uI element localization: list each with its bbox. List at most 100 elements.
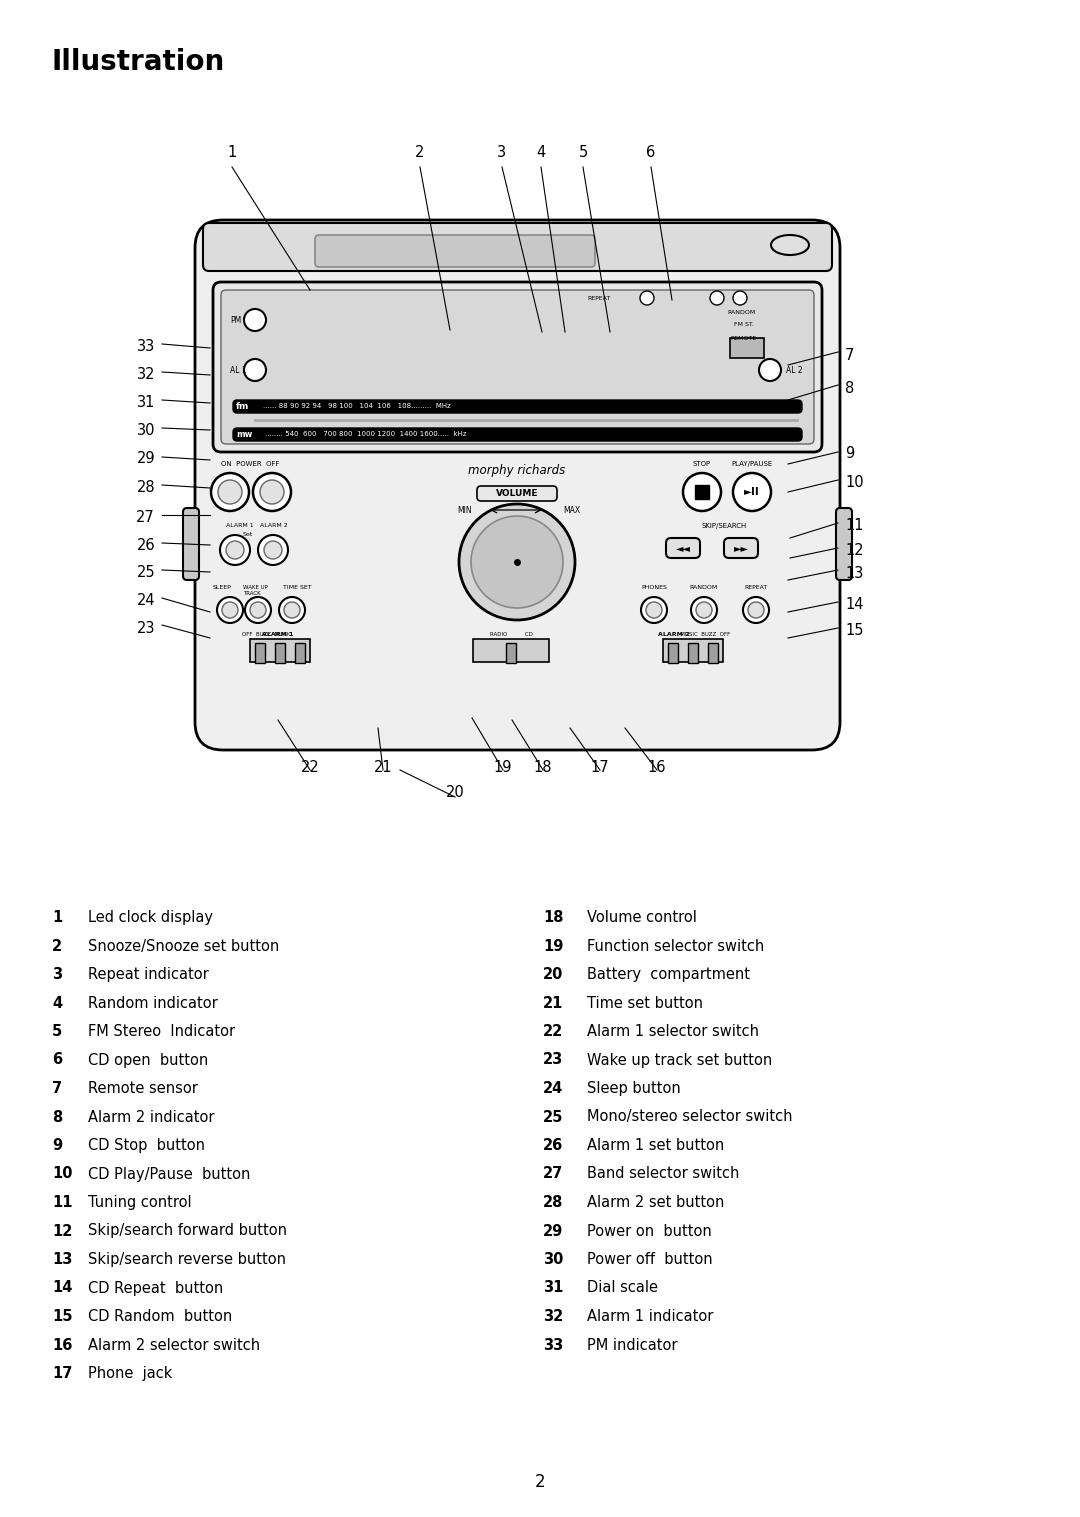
Text: mw: mw <box>237 429 253 438</box>
Circle shape <box>683 473 721 511</box>
Circle shape <box>646 602 662 617</box>
Text: REPEAT: REPEAT <box>588 296 610 300</box>
Text: 23: 23 <box>543 1053 564 1068</box>
Text: 19: 19 <box>543 939 564 954</box>
Text: ◄◄: ◄◄ <box>675 543 690 554</box>
Text: 28: 28 <box>136 479 156 495</box>
Circle shape <box>471 516 563 608</box>
Text: 8: 8 <box>845 381 854 396</box>
Text: 30: 30 <box>543 1252 564 1267</box>
Text: ALARM 1: ALARM 1 <box>262 633 294 637</box>
Bar <box>730 338 764 358</box>
Text: 33: 33 <box>543 1338 564 1353</box>
Text: Skip/search forward button: Skip/search forward button <box>87 1224 287 1238</box>
Text: ON  POWER  OFF: ON POWER OFF <box>220 461 280 467</box>
Text: OFF  BUZZ  MUSIC: OFF BUZZ MUSIC <box>242 633 292 637</box>
Text: 9: 9 <box>845 446 854 461</box>
Text: REPEAT: REPEAT <box>744 586 768 590</box>
Bar <box>708 643 718 663</box>
Bar <box>507 643 516 663</box>
Text: CD Stop  button: CD Stop button <box>87 1138 205 1153</box>
Text: Power on  button: Power on button <box>588 1224 712 1238</box>
Text: Alarm 2 indicator: Alarm 2 indicator <box>87 1109 215 1124</box>
Text: Set: Set <box>243 532 253 537</box>
Circle shape <box>733 291 747 305</box>
Text: Sleep button: Sleep button <box>588 1082 680 1095</box>
Text: 13: 13 <box>845 566 863 581</box>
Text: ALARM 1: ALARM 1 <box>226 523 254 528</box>
Text: ►►: ►► <box>733 543 748 554</box>
Text: 28: 28 <box>543 1195 564 1211</box>
Text: 21: 21 <box>374 760 392 775</box>
Text: 22: 22 <box>543 1024 564 1039</box>
Text: 24: 24 <box>136 593 156 607</box>
Text: Dial scale: Dial scale <box>588 1280 658 1296</box>
Text: PHONES: PHONES <box>642 586 667 590</box>
Text: Wake up track set button: Wake up track set button <box>588 1053 772 1068</box>
Text: 23: 23 <box>136 620 156 636</box>
FancyBboxPatch shape <box>315 235 595 267</box>
Text: Tuning control: Tuning control <box>87 1195 191 1211</box>
Text: 3: 3 <box>52 966 63 981</box>
Bar <box>669 643 678 663</box>
FancyBboxPatch shape <box>724 539 758 558</box>
FancyBboxPatch shape <box>195 220 840 749</box>
Text: 18: 18 <box>543 910 564 925</box>
Text: Repeat indicator: Repeat indicator <box>87 966 208 981</box>
Bar <box>249 639 310 661</box>
Text: Band selector switch: Band selector switch <box>588 1167 740 1182</box>
FancyBboxPatch shape <box>477 485 557 501</box>
Text: 14: 14 <box>845 596 864 611</box>
FancyBboxPatch shape <box>183 508 199 579</box>
Text: ALARM 2: ALARM 2 <box>260 523 287 528</box>
Text: 24: 24 <box>543 1082 564 1095</box>
Text: CD Play/Pause  button: CD Play/Pause button <box>87 1167 251 1182</box>
Text: 2: 2 <box>535 1473 545 1491</box>
Circle shape <box>244 360 266 381</box>
Text: TIME SET: TIME SET <box>283 586 312 590</box>
Text: MAX: MAX <box>564 505 581 514</box>
Text: Alarm 2 set button: Alarm 2 set button <box>588 1195 725 1211</box>
Text: 7: 7 <box>52 1082 63 1095</box>
Text: 27: 27 <box>136 510 156 525</box>
Text: ALARM 2: ALARM 2 <box>658 633 689 637</box>
Text: 21: 21 <box>543 995 564 1010</box>
Text: 6: 6 <box>646 146 656 159</box>
FancyBboxPatch shape <box>203 223 832 272</box>
Bar <box>255 643 265 663</box>
Circle shape <box>459 504 575 620</box>
Circle shape <box>640 291 654 305</box>
Circle shape <box>217 598 243 623</box>
Text: morphy richards: morphy richards <box>469 464 566 476</box>
FancyBboxPatch shape <box>213 282 822 452</box>
Text: 33: 33 <box>137 338 156 353</box>
Circle shape <box>218 479 242 504</box>
Text: 6: 6 <box>52 1053 63 1068</box>
Text: 2: 2 <box>52 939 63 954</box>
Text: 16: 16 <box>52 1338 72 1353</box>
Text: 30: 30 <box>136 423 156 437</box>
Text: AL 2: AL 2 <box>786 366 802 375</box>
Circle shape <box>244 309 266 331</box>
Text: 10: 10 <box>52 1167 72 1182</box>
Text: 31: 31 <box>543 1280 564 1296</box>
Text: Remote sensor: Remote sensor <box>87 1082 198 1095</box>
Circle shape <box>710 291 724 305</box>
Circle shape <box>222 602 238 617</box>
Circle shape <box>279 598 305 623</box>
Text: Power off  button: Power off button <box>588 1252 713 1267</box>
Text: CD Repeat  button: CD Repeat button <box>87 1280 224 1296</box>
Text: MIN: MIN <box>458 505 472 514</box>
Text: Alarm 1 indicator: Alarm 1 indicator <box>588 1309 714 1324</box>
Circle shape <box>642 598 667 623</box>
Text: 7: 7 <box>845 347 854 363</box>
Text: 1: 1 <box>52 910 63 925</box>
Text: 32: 32 <box>136 367 156 381</box>
Text: 10: 10 <box>845 475 864 490</box>
Circle shape <box>249 602 266 617</box>
Text: Skip/search reverse button: Skip/search reverse button <box>87 1252 286 1267</box>
Text: 17: 17 <box>591 760 609 775</box>
Text: PLAY/PAUSE: PLAY/PAUSE <box>731 461 772 467</box>
Text: 15: 15 <box>52 1309 72 1324</box>
Circle shape <box>759 360 781 381</box>
